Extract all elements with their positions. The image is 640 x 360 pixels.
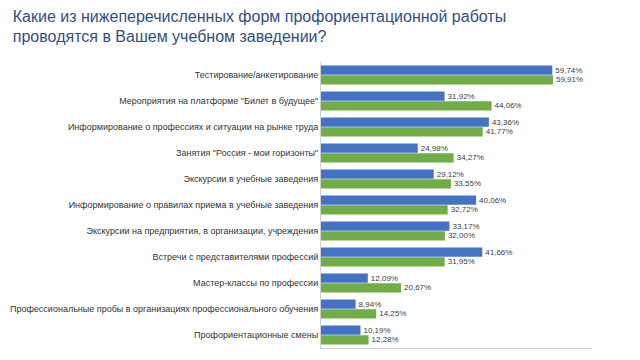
svg-text:43,36%: 43,36% <box>492 118 519 127</box>
svg-text:29,12%: 29,12% <box>437 170 464 179</box>
svg-text:Какие из нижеперечисленных фор: Какие из нижеперечисленных форм профорие… <box>13 8 506 46</box>
svg-text:31,95%: 31,95% <box>448 257 475 266</box>
svg-text:Мероприятия на платформе "Биле: Мероприятия на платформе "Билет в будуще… <box>119 96 318 106</box>
svg-text:31,92%: 31,92% <box>448 92 475 101</box>
svg-text:32,00%: 32,00% <box>448 231 475 240</box>
svg-text:Мастер-классы по профессии: Мастер-классы по профессии <box>193 278 318 288</box>
svg-text:Информирование о профессиях и: Информирование о профессиях и ситуации н… <box>68 122 318 132</box>
svg-text:Профориентационные смены: Профориентационные смены <box>194 330 318 340</box>
svg-text:59,91%: 59,91% <box>556 75 583 84</box>
svg-text:Тестирование/анкетирование: Тестирование/анкетирование <box>195 70 318 80</box>
svg-text:44,06%: 44,06% <box>495 101 522 110</box>
svg-text:Занятия "Россия - мои горизонт: Занятия "Россия - мои горизонты" <box>176 148 318 158</box>
svg-text:12,28%: 12,28% <box>372 335 399 344</box>
svg-text:14,25%: 14,25% <box>379 309 406 318</box>
svg-text:40,06%: 40,06% <box>479 196 506 205</box>
svg-text:41,66%: 41,66% <box>485 248 512 257</box>
svg-text:12,09%: 12,09% <box>371 274 398 283</box>
svg-text:33,17%: 33,17% <box>452 222 479 231</box>
svg-text:Экскурсии в учебные заведения: Экскурсии в учебные заведения <box>183 174 318 184</box>
svg-text:10,19%: 10,19% <box>363 326 390 335</box>
svg-text:20,67%: 20,67% <box>404 283 431 292</box>
svg-text:41,77%: 41,77% <box>486 127 513 136</box>
svg-text:34,27%: 34,27% <box>457 153 484 162</box>
svg-text:8,94%: 8,94% <box>359 300 382 309</box>
svg-text:24,98%: 24,98% <box>421 144 448 153</box>
svg-text:32,72%: 32,72% <box>451 205 478 214</box>
svg-text:59,74%: 59,74% <box>555 66 582 75</box>
svg-text:Профессиональные пробы в орган: Профессиональные пробы в организациях пр… <box>10 304 318 314</box>
svg-text:Информирование о правилах прие: Информирование о правилах приема в учебн… <box>69 200 319 210</box>
svg-text:Встречи с представителями проф: Встречи с представителями профессий <box>152 252 318 262</box>
svg-text:Экскурсии на предприятия, в ор: Экскурсии на предприятия, в организации,… <box>86 226 318 236</box>
svg-text:33,55%: 33,55% <box>454 179 481 188</box>
